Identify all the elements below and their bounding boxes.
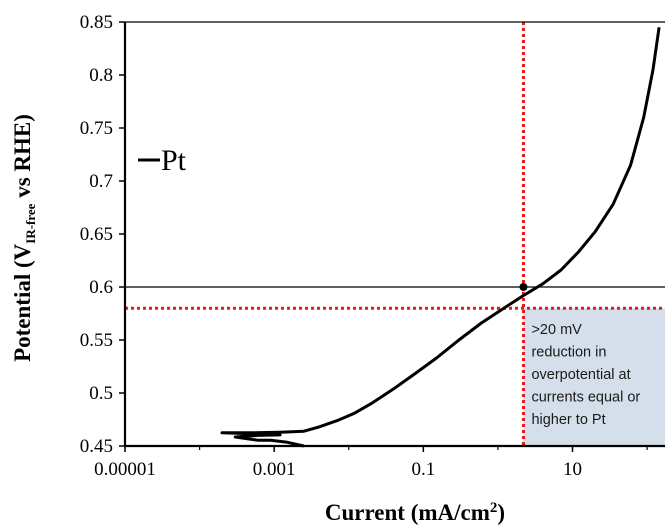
y-axis-ticks: 0.45 0.5 0.55 0.6 0.65 0.7 0.75 0.8 0.85 (80, 12, 125, 457)
y-axis-title: Potential (VIR-free vs RHE) (10, 114, 38, 362)
y-tick-label: 0.85 (80, 12, 113, 33)
annotation-line: overpotential at (531, 367, 630, 383)
x-tick-label: 0.1 (411, 459, 435, 480)
x-tick-label: 0.001 (253, 459, 296, 480)
y-tick-label: 0.7 (89, 171, 113, 192)
y-tick-label: 0.45 (80, 436, 113, 457)
legend-label: Pt (161, 144, 187, 177)
y-tick-label: 0.6 (89, 277, 113, 298)
shaded-region (523, 308, 665, 446)
x-tick-label: 0.00001 (94, 459, 156, 480)
y-tick-label: 0.65 (80, 224, 113, 245)
legend: Pt (138, 144, 187, 177)
series-line-pt (220, 27, 661, 448)
x-tick-label: 10 (563, 459, 582, 480)
y-tick-label: 0.75 (80, 118, 113, 139)
y-tick-label: 0.5 (89, 383, 113, 404)
annotation-line: currents equal or (531, 390, 640, 406)
y-axis-title-main: Potential (V (10, 243, 35, 362)
y-axis-title-suffix: vs RHE) (10, 114, 35, 203)
intersection-point (519, 283, 528, 291)
x-axis-title-sup: 2 (490, 500, 498, 516)
annotation-line: higher to Pt (531, 412, 605, 428)
annotation-text: >20 mV reduction in overpotential at curren… (531, 322, 640, 428)
y-axis-title-sub: IR-free (23, 203, 38, 243)
x-axis-title-close: ) (497, 500, 505, 525)
x-axis-ticks: 0.00001 0.001 0.1 10 (94, 446, 648, 480)
y-tick-label: 0.55 (80, 330, 113, 351)
x-axis-title: Current (mA/cm2) (325, 500, 505, 525)
x-axis-title-main: Current (mA/cm (325, 500, 490, 525)
y-tick-label: 0.8 (89, 65, 113, 86)
annotation-line: reduction in (531, 345, 606, 361)
reference-lines (125, 22, 665, 446)
annotation-line: >20 mV (531, 322, 582, 338)
